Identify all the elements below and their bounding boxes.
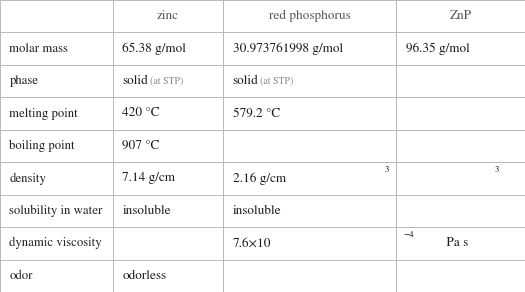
Text: zinc: zinc (157, 10, 179, 22)
Text: 579.2 °C: 579.2 °C (233, 108, 280, 119)
Text: solid: solid (233, 75, 258, 87)
Text: 3: 3 (495, 166, 499, 174)
Bar (223, 130, 396, 162)
Bar (0, 227, 113, 260)
Text: density: density (9, 172, 46, 185)
Text: 65.38 g/mol: 65.38 g/mol (122, 43, 186, 55)
Text: dynamic viscosity: dynamic viscosity (9, 237, 102, 249)
Text: solubility in water: solubility in water (9, 205, 103, 217)
Bar (396, 227, 525, 260)
Text: (at STP): (at STP) (150, 76, 183, 86)
Bar (0, 130, 113, 162)
Bar (113, 227, 223, 260)
Bar (396, 195, 525, 227)
Bar (113, 162, 223, 195)
Text: phase: phase (9, 75, 38, 87)
Bar (0, 65, 113, 97)
Text: melting point: melting point (9, 107, 78, 119)
Text: (at STP): (at STP) (260, 76, 293, 86)
Bar (396, 0, 525, 32)
Bar (113, 32, 223, 65)
Bar (0, 97, 113, 130)
Bar (113, 65, 223, 97)
Bar (223, 195, 396, 227)
Text: odorless: odorless (122, 270, 166, 282)
Text: 420 °C: 420 °C (122, 108, 160, 119)
Text: 2.16 g/cm: 2.16 g/cm (233, 172, 286, 185)
Bar (0, 0, 113, 32)
Text: boiling point: boiling point (9, 140, 75, 152)
Text: insoluble: insoluble (233, 205, 281, 217)
Bar (113, 260, 223, 292)
Text: 3: 3 (384, 166, 388, 174)
Text: 7.6×10: 7.6×10 (233, 237, 271, 249)
Bar (396, 260, 525, 292)
Bar (0, 32, 113, 65)
Bar (223, 227, 396, 260)
Bar (113, 0, 223, 32)
Bar (396, 97, 525, 130)
Text: 7.14 g/cm: 7.14 g/cm (122, 173, 175, 185)
Bar (113, 130, 223, 162)
Bar (223, 65, 396, 97)
Bar (223, 32, 396, 65)
Bar (396, 162, 525, 195)
Text: molar mass: molar mass (9, 43, 68, 55)
Bar (0, 162, 113, 195)
Bar (396, 130, 525, 162)
Bar (113, 97, 223, 130)
Bar (223, 162, 396, 195)
Text: 30.973761998 g/mol: 30.973761998 g/mol (233, 43, 343, 55)
Text: odor: odor (9, 270, 33, 282)
Bar (0, 195, 113, 227)
Text: Pa s: Pa s (443, 237, 468, 249)
Text: 907 °C: 907 °C (122, 140, 160, 152)
Text: 96.35 g/mol: 96.35 g/mol (406, 43, 469, 55)
Text: ZnP: ZnP (449, 10, 472, 22)
Bar (223, 260, 396, 292)
Bar (223, 97, 396, 130)
Text: solid: solid (122, 75, 148, 87)
Bar (396, 32, 525, 65)
Text: red phosphorus: red phosphorus (269, 10, 351, 22)
Bar (0, 260, 113, 292)
Bar (113, 195, 223, 227)
Bar (223, 0, 396, 32)
Bar (396, 65, 525, 97)
Text: −4: −4 (403, 231, 414, 239)
Text: insoluble: insoluble (122, 205, 171, 217)
